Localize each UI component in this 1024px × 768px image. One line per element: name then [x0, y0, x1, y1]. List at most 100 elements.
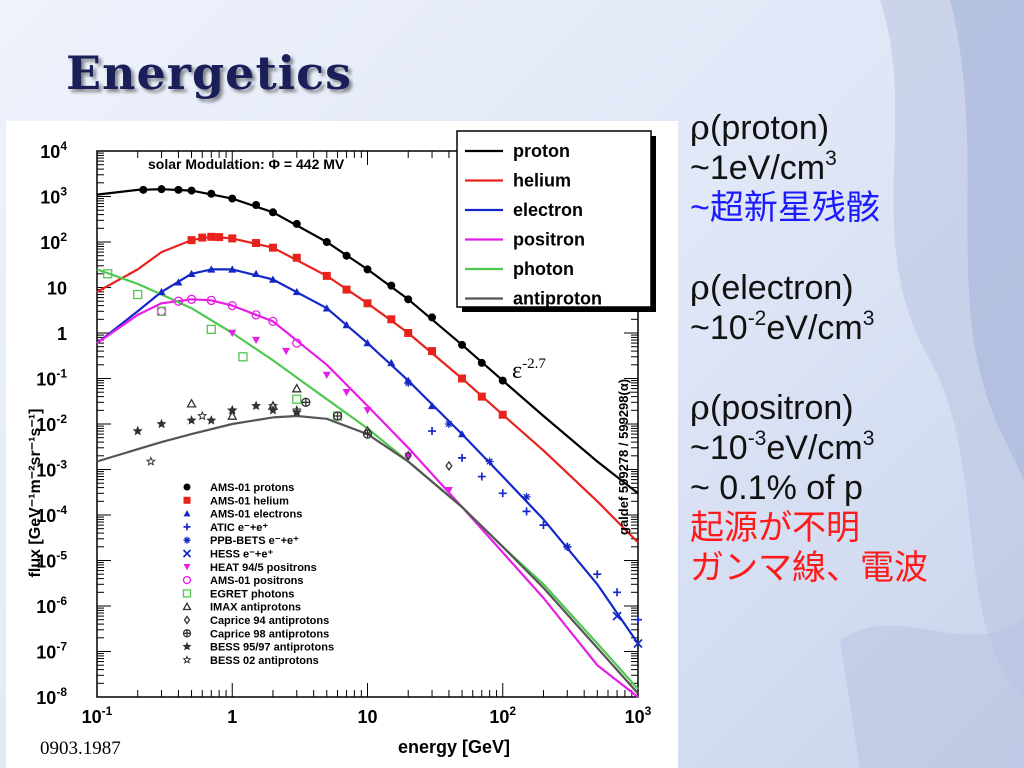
legend-label-helium: helium [513, 171, 571, 191]
point-heat-94-5-positrons [252, 336, 261, 345]
point-ams-01-helium [404, 329, 413, 337]
point-ams-01-helium [198, 233, 207, 242]
point-ppb-bets-e-e- [522, 492, 531, 501]
point-egret-photons [206, 324, 216, 335]
x-tick-label: 1 [227, 707, 237, 727]
flux-chart-panel: 10-1 1 10 102 103 10-8 10-7 10-6 10-5 10-4 10-3 10-… [6, 121, 678, 768]
point-ams-01-helium [477, 392, 486, 401]
point-ams-01-electrons [187, 269, 196, 278]
x-tick-label: 103 [625, 704, 652, 727]
y-tick-label: 10-5 [36, 549, 67, 572]
y-tick-label: 103 [40, 185, 67, 208]
point-caprice-98-antiprotons [301, 397, 311, 407]
point-ams-01-electrons [157, 287, 166, 296]
slide-title: Energetics [66, 46, 353, 100]
point-atic-e-e- [539, 521, 548, 530]
point-hess-e-e- [612, 611, 622, 621]
y-tick-label: 10-8 [36, 685, 67, 708]
positron-fraction: ~ 0.1% of p [690, 469, 863, 507]
positron-density-value: ~10-3eV/cm3 [690, 427, 875, 467]
spectral-index-label: ε-2.7 [512, 357, 546, 385]
point-ams-01-protons [363, 265, 372, 274]
chart-y-axis-label: flux [GeV⁻¹m⁻²sr⁻¹s⁻¹] [27, 409, 44, 578]
chart-legend: proton helium electron positron photon antipr… [456, 130, 656, 312]
point-caprice-98-antiprotons-cross [301, 398, 310, 407]
y-tick-label: 10-2 [36, 412, 67, 435]
point-bess-02-antiprotons [291, 405, 302, 415]
point-ams-01-helium [292, 253, 301, 262]
point-caprice-98-antiprotons [362, 429, 373, 439]
point-ams-01-protons [458, 340, 467, 349]
legend-marker-ams-01-positrons [182, 575, 192, 585]
legend-marker-caprice-94-antiprotons [183, 615, 191, 625]
epsilon-symbol: ε [512, 358, 523, 384]
legend-label-atic-e-e-: ATIC e⁻+e⁺ [210, 522, 268, 534]
point-ams-01-protons [207, 189, 216, 198]
legend-label-ppb-bets-e-e-: PPB-BETS e⁻+e⁺ [210, 535, 299, 547]
curve-antiproton [96, 414, 639, 695]
point-imax-antiprotons [291, 383, 302, 393]
point-caprice-98-antiprotons-cross [333, 411, 342, 420]
legend-label-photon: photon [513, 259, 574, 279]
point-ams-01-electrons [228, 265, 237, 273]
legend-label-antiproton: antiproton [513, 289, 602, 309]
legend-box [456, 130, 652, 308]
legend-marker-ppb-bets-e-e- [183, 536, 191, 544]
arxiv-reference: 0903.1987 [40, 738, 121, 759]
point-ams-01-protons [342, 251, 351, 260]
point-ams-01-protons [174, 185, 183, 194]
legend-label-electron: electron [513, 200, 583, 220]
point-ams-01-protons [428, 313, 437, 322]
legend-marker-egret-photons [182, 589, 192, 598]
point-ams-01-electrons [174, 278, 183, 286]
point-heat-94-5-positrons [282, 347, 291, 356]
point-atic-e-e- [593, 570, 602, 579]
chart-annotation: solar Modulation: Φ = 442 MV [148, 156, 345, 172]
point-ams-01-electrons [387, 358, 396, 367]
point-ams-01-protons [228, 194, 237, 203]
point-bess-02-antiprotons [197, 410, 208, 421]
point-caprice-94-antiprotons [404, 450, 412, 461]
chart-curves [96, 188, 639, 698]
point-ams-01-electrons [363, 339, 372, 347]
point-ams-01-protons [252, 201, 261, 210]
point-ams-01-positrons [206, 295, 216, 306]
point-ams-01-electrons [252, 269, 261, 278]
y-tick-label: 10-1 [36, 367, 67, 390]
point-ams-01-helium [428, 347, 437, 356]
legend-label-ams-01-positrons: AMS-01 positrons [210, 575, 304, 587]
legend-marker-caprice-98-antiprotons-cross [183, 629, 191, 637]
x-tick-label: 10-1 [82, 704, 113, 727]
y-tick-label: 102 [40, 230, 67, 253]
point-bess-95-97-antiprotons [268, 405, 279, 415]
point-ams-01-positrons [292, 338, 302, 348]
point-ams-01-electrons [207, 265, 216, 273]
legend-marker-heat-94-5-positrons [183, 564, 191, 571]
x-tick-label: 10 [357, 707, 377, 727]
point-ams-01-electrons [342, 320, 351, 329]
y-tick-label: 10-7 [36, 640, 67, 663]
point-heat-94-5-positrons [363, 407, 372, 415]
positron-origin-note: 起源が不明 [690, 509, 860, 547]
legend-marker-caprice-98-antiprotons [182, 629, 192, 638]
positron-label: (positron) [710, 389, 854, 427]
point-heat-94-5-positrons [342, 388, 351, 397]
proton-origin-note: ~超新星残骸 [690, 189, 880, 227]
point-ams-01-helium [498, 410, 507, 419]
legend-label-bess-95-97-antiprotons: BESS 95/97 antiprotons [210, 642, 334, 654]
curve-positron [96, 298, 639, 698]
point-ams-01-protons [387, 281, 396, 290]
point-atic-e-e- [613, 588, 622, 597]
legend-marker-ams-01-helium [183, 496, 191, 504]
point-bess-02-antiprotons [267, 400, 279, 411]
legend-marker-bess-95-97-antiprotons [182, 641, 192, 651]
point-ppb-bets-e-e- [563, 542, 572, 551]
chart-side-label: galdef 599278 / 599298(α) [616, 379, 631, 535]
point-ams-01-helium [458, 374, 467, 383]
point-ppb-bets-e-e- [404, 378, 413, 387]
point-ams-01-helium [228, 234, 237, 243]
y-tick-label: 104 [40, 139, 67, 162]
point-egret-photons [292, 394, 302, 404]
